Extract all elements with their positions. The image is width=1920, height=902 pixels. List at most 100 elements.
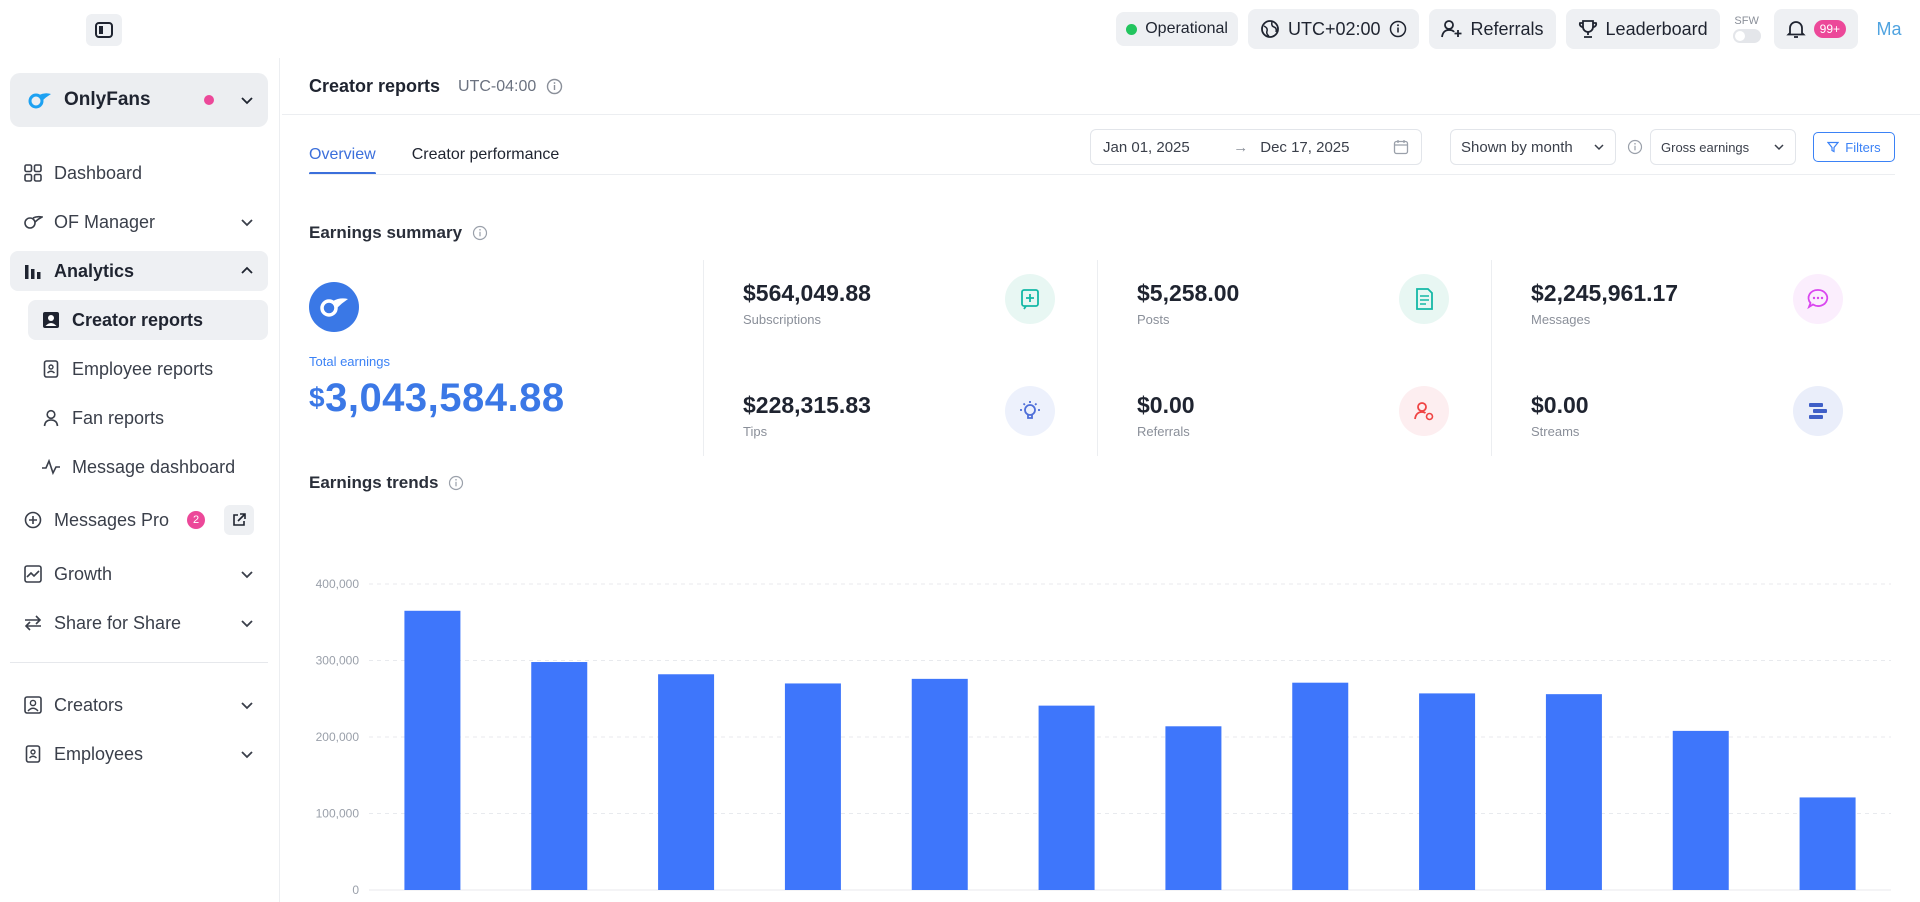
stat-value: $0.00 xyxy=(1137,392,1195,418)
sidebar-item-label: Message dashboard xyxy=(72,456,236,477)
sidebar-item-employee-reports[interactable]: Employee reports xyxy=(28,349,268,389)
status-badge[interactable]: Operational xyxy=(1116,12,1238,46)
chevron-down-icon xyxy=(1594,144,1604,151)
sidebar-item-of-manager[interactable]: OF Manager xyxy=(10,202,268,242)
sidebar-item-label: Analytics xyxy=(54,260,135,281)
user-icon xyxy=(40,407,62,429)
earnings-trends-chart: 0100,000200,000300,000400,000JanuaryFebr… xyxy=(316,577,1891,897)
stat-value: $228,315.83 xyxy=(743,392,871,418)
chart-bar[interactable] xyxy=(1799,797,1856,890)
total-earnings-label: Total earnings xyxy=(309,354,390,369)
sfw-label: SFW xyxy=(1734,15,1759,27)
activity-icon xyxy=(40,456,62,478)
sidebar-item-dashboard[interactable]: Dashboard xyxy=(10,153,268,193)
sidebar-item-label: Creator reports xyxy=(72,309,204,330)
timezone-button[interactable]: UTC+02:00 xyxy=(1247,9,1419,49)
y-tick-label: 400,000 xyxy=(316,577,360,591)
swap-icon xyxy=(22,612,44,634)
earnings-summary-heading: Earnings summary xyxy=(309,223,488,243)
info-icon[interactable] xyxy=(448,475,464,491)
chevron-down-icon xyxy=(241,702,253,710)
tab-bar: Overview Creator performance xyxy=(309,134,560,175)
total-earnings-amount: 3,043,584.88 xyxy=(325,376,565,420)
date-range-picker[interactable]: Jan 01, 2025 → Dec 17, 2025 xyxy=(1090,129,1422,165)
platform-name: OnlyFans xyxy=(64,89,151,110)
platform-selector[interactable]: OnlyFans xyxy=(10,73,268,127)
top-bar: Operational UTC+02:00 Referrals Leaderbo… xyxy=(0,0,1920,58)
chart-bar[interactable] xyxy=(1292,682,1349,890)
status-dot-icon xyxy=(1126,23,1138,35)
sidebar-item-creator-reports[interactable]: Creator reports xyxy=(28,300,268,340)
sidebar-item-label: Employee reports xyxy=(72,358,214,379)
chart-bar[interactable] xyxy=(1672,730,1729,890)
y-tick-label: 300,000 xyxy=(316,654,360,668)
total-earnings-card: Total earnings $3,043,584.88 xyxy=(309,258,679,420)
streams-icon xyxy=(1793,386,1843,436)
open-external-button[interactable] xyxy=(224,505,254,535)
stat-label: Messages xyxy=(1531,312,1591,327)
tab-creator-performance[interactable]: Creator performance xyxy=(411,146,560,163)
sidebar-item-label: OF Manager xyxy=(54,211,156,232)
user-avatar[interactable]: Ma xyxy=(1876,18,1902,39)
chart-bar[interactable] xyxy=(1545,694,1602,890)
summary-divider xyxy=(703,260,704,456)
sidebar-toggle-button[interactable] xyxy=(86,14,122,46)
chart-bar[interactable] xyxy=(1165,726,1222,890)
tab-overview[interactable]: Overview xyxy=(309,134,376,175)
calendar-icon xyxy=(1393,140,1409,155)
notification-count-badge: 99+ xyxy=(1813,20,1846,38)
sidebar-item-label: Creators xyxy=(54,694,124,715)
stat-label: Streams xyxy=(1531,424,1580,439)
header-divider xyxy=(282,114,1920,115)
info-icon[interactable] xyxy=(472,225,488,241)
sidebar-item-messages-pro[interactable]: Messages Pro 2 xyxy=(10,500,268,540)
tabs-divider xyxy=(309,174,1895,175)
onlyfans-logo-icon xyxy=(309,282,359,332)
chart-bar[interactable] xyxy=(1038,705,1095,890)
referrals-icon xyxy=(1399,386,1449,436)
sidebar-item-employees[interactable]: Employees xyxy=(10,734,268,774)
earnings-trends-title: Earnings trends xyxy=(309,473,439,492)
date-end: Dec 17, 2025 xyxy=(1260,138,1350,156)
stat-label: Subscriptions xyxy=(743,312,822,327)
sidebar-toggle-icon xyxy=(95,22,113,38)
metric-select[interactable]: Gross earnings xyxy=(1650,129,1796,165)
chart-bar[interactable] xyxy=(784,683,841,890)
stat-subscriptions: $564,049.88 Subscriptions xyxy=(743,274,1073,350)
referrals-button[interactable]: Referrals xyxy=(1428,9,1556,49)
sidebar-item-message-dashboard[interactable]: Message dashboard xyxy=(28,447,268,487)
sidebar-divider xyxy=(10,662,268,663)
bell-icon xyxy=(1785,21,1806,38)
info-icon[interactable] xyxy=(546,78,563,95)
filters-button[interactable]: Filters xyxy=(1813,132,1895,162)
leaderboard-button[interactable]: Leaderboard xyxy=(1565,9,1720,49)
stat-posts: $5,258.00 Posts xyxy=(1137,274,1467,350)
growth-icon xyxy=(22,563,44,585)
grouping-select[interactable]: Shown by month xyxy=(1450,129,1616,165)
chart-bar[interactable] xyxy=(531,662,588,890)
chart-bar[interactable] xyxy=(911,678,968,890)
sfw-switch[interactable] xyxy=(1732,29,1761,43)
filter-icon xyxy=(1827,141,1840,153)
sidebar-item-creators[interactable]: Creators xyxy=(10,685,268,725)
chart-bar[interactable] xyxy=(658,674,715,890)
info-icon[interactable] xyxy=(1627,139,1643,155)
chart-bar[interactable] xyxy=(404,610,461,890)
chevron-down-icon xyxy=(241,219,253,227)
leaderboard-label: Leaderboard xyxy=(1605,18,1708,39)
user-plus-icon xyxy=(1440,20,1462,38)
earnings-trends-heading: Earnings trends xyxy=(309,473,464,493)
chart-bar[interactable] xyxy=(1419,693,1476,890)
sfw-toggle[interactable]: SFW xyxy=(1730,15,1764,43)
page-header: Creator reports UTC-04:00 xyxy=(309,76,563,97)
employees-icon xyxy=(22,743,44,765)
globe-icon xyxy=(1261,20,1279,38)
sidebar-item-growth[interactable]: Growth xyxy=(10,554,268,594)
date-start: Jan 01, 2025 xyxy=(1103,138,1190,156)
sidebar-item-fan-reports[interactable]: Fan reports xyxy=(28,398,268,438)
sidebar-item-analytics[interactable]: Analytics xyxy=(10,251,268,291)
sidebar-item-share-for-share[interactable]: Share for Share xyxy=(10,603,268,643)
summary-divider xyxy=(1097,260,1098,456)
external-link-icon xyxy=(233,513,246,526)
notifications-button[interactable]: 99+ xyxy=(1773,9,1858,49)
